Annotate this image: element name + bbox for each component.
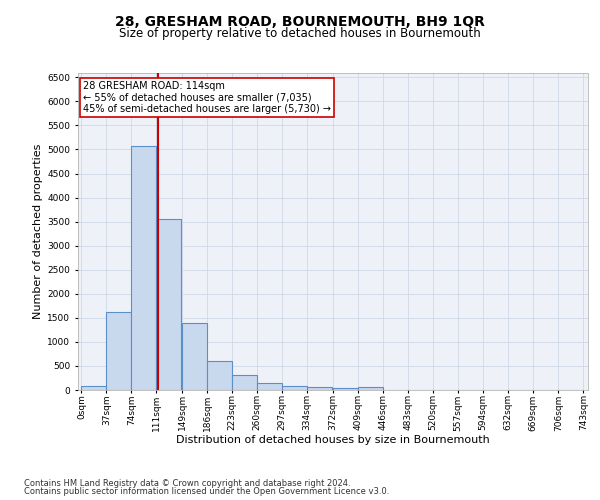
Bar — [307, 388, 332, 390]
Bar — [82, 386, 106, 390]
Bar — [282, 386, 307, 390]
Bar — [131, 146, 157, 390]
Bar — [182, 322, 207, 390]
X-axis label: Distribution of detached houses by size in Bournemouth: Distribution of detached houses by size … — [176, 434, 490, 444]
Y-axis label: Number of detached properties: Number of detached properties — [33, 144, 43, 319]
Text: Contains public sector information licensed under the Open Government Licence v3: Contains public sector information licen… — [24, 487, 389, 496]
Text: Size of property relative to detached houses in Bournemouth: Size of property relative to detached ho… — [119, 28, 481, 40]
Text: 28 GRESHAM ROAD: 114sqm
← 55% of detached houses are smaller (7,035)
45% of semi: 28 GRESHAM ROAD: 114sqm ← 55% of detache… — [83, 81, 331, 114]
Bar — [232, 376, 257, 390]
Text: 28, GRESHAM ROAD, BOURNEMOUTH, BH9 1QR: 28, GRESHAM ROAD, BOURNEMOUTH, BH9 1QR — [115, 15, 485, 29]
Bar — [332, 388, 358, 390]
Bar — [106, 312, 131, 390]
Bar — [207, 362, 232, 390]
Bar — [358, 386, 383, 390]
Bar — [157, 218, 181, 390]
Bar — [257, 383, 282, 390]
Text: Contains HM Land Registry data © Crown copyright and database right 2024.: Contains HM Land Registry data © Crown c… — [24, 478, 350, 488]
